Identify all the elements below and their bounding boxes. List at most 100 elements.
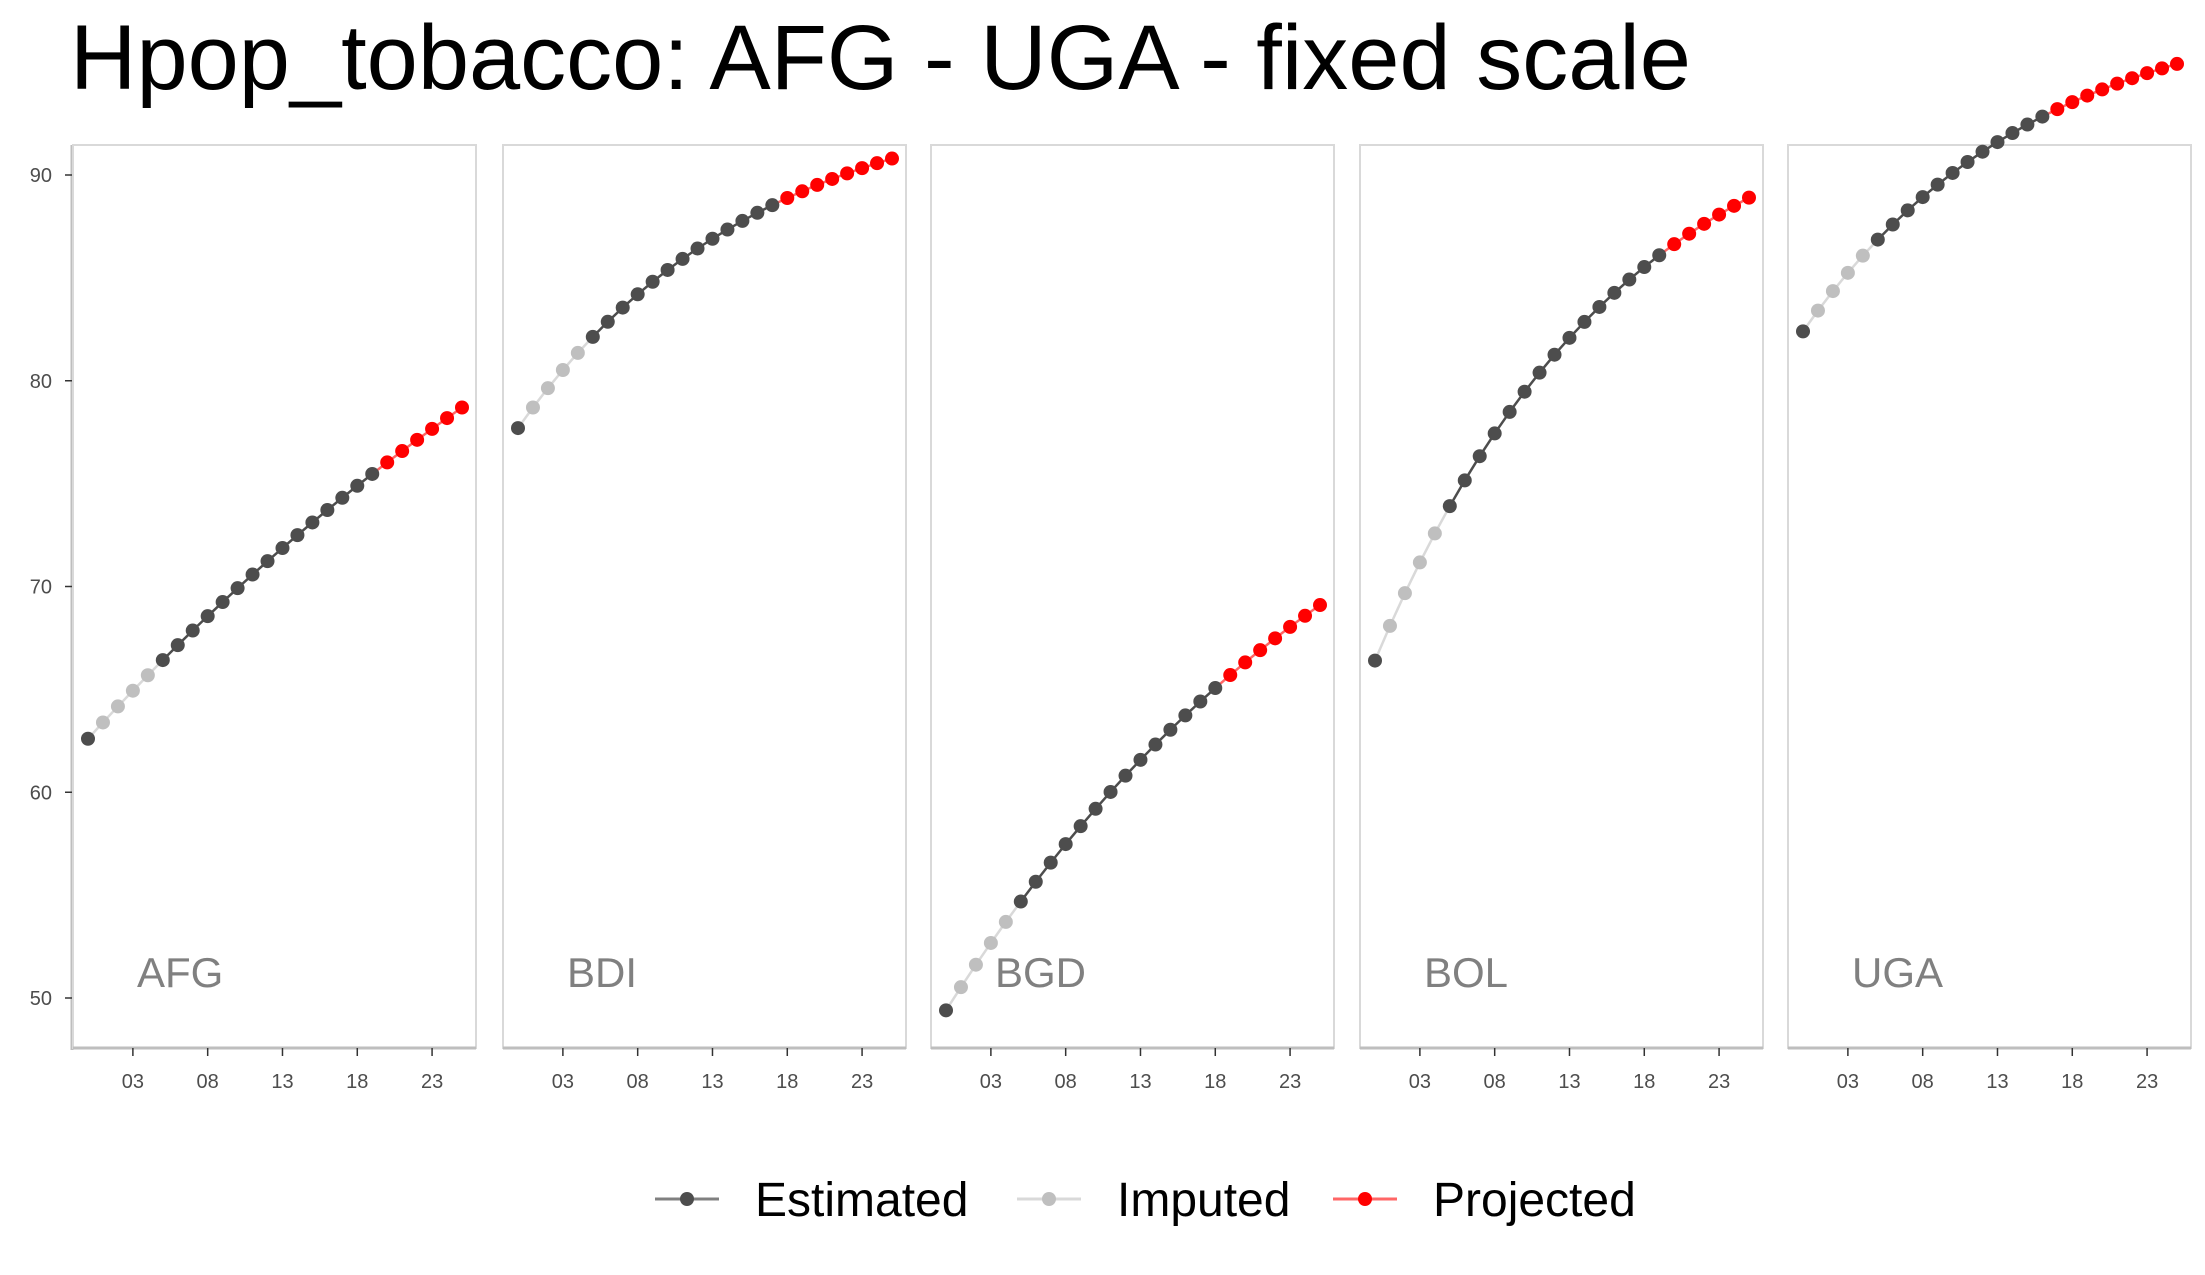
data-point-estimated [1488,426,1502,440]
x-tick-label: 18 [1204,1071,1226,1093]
data-point-estimated [1990,135,2004,149]
data-point-estimated [1029,875,1043,889]
data-point-estimated [1193,695,1207,709]
y-tick-label: 60 [30,782,52,804]
data-point-imputed [1413,555,1427,569]
data-point-imputed [1856,249,1870,263]
data-point-estimated [231,581,245,595]
data-point-estimated [305,515,319,529]
data-point-estimated [601,315,615,329]
data-point-imputed [526,401,540,415]
data-point-projected [1313,598,1327,612]
x-tick-label: 08 [627,1071,649,1093]
data-point-estimated [1044,856,1058,870]
data-point-estimated [171,638,185,652]
data-point-estimated [1961,155,1975,169]
data-point-imputed [1811,304,1825,318]
data-point-projected [825,172,839,186]
data-point-estimated [735,214,749,228]
legend-item-estimated: Estimated [655,1174,968,1227]
data-point-estimated [765,198,779,212]
data-point-estimated [156,653,170,667]
data-point-imputed [1383,619,1397,633]
data-point-imputed [556,363,570,377]
x-tick-label: 18 [776,1071,798,1093]
data-point-estimated [1931,178,1945,192]
data-point-estimated [1059,837,1073,851]
data-point-projected [2170,57,2184,71]
data-point-projected [855,161,869,175]
x-tick-label: 08 [197,1071,219,1093]
y-tick-label: 70 [30,577,52,599]
data-point-estimated [1074,819,1088,833]
data-point-estimated [1886,218,1900,232]
data-point-estimated [661,263,675,277]
x-tick-label: 03 [552,1071,574,1093]
data-point-projected [1682,227,1696,241]
x-tick-label: 18 [1633,1071,1655,1093]
data-point-imputed [571,346,585,360]
x-tick-label: 08 [1912,1071,1934,1093]
data-point-estimated [1577,315,1591,329]
data-point-estimated [1089,802,1103,816]
data-point-estimated [1607,286,1621,300]
x-tick-label: 03 [1409,1071,1431,1093]
data-point-projected [395,444,409,458]
data-point-estimated [290,528,304,542]
panel-border [931,145,1334,1048]
panel-border [73,145,476,1048]
x-tick-label: 23 [1279,1071,1301,1093]
x-tick-label: 13 [271,1071,293,1093]
data-point-imputed [126,684,140,698]
data-point-projected [840,166,854,180]
data-point-estimated [646,275,660,289]
data-point-imputed [111,699,125,713]
data-point-estimated [939,1003,953,1017]
panel-bol: 03 08 13 18 23 BOL [1360,145,1763,1093]
data-point-projected [1712,208,1726,222]
x-tick-label: 13 [701,1071,723,1093]
x-tick-label: 13 [1986,1071,2008,1093]
panel-label: AFG [137,949,223,996]
data-point-estimated [1119,769,1133,783]
data-point-projected [1268,631,1282,645]
data-point-estimated [216,595,230,609]
legend-item-projected: Projected [1333,1174,1636,1227]
data-point-estimated [691,242,705,256]
data-point-estimated [705,232,719,246]
x-tick-label: 18 [2061,1071,2083,1093]
x-tick-label: 08 [1484,1071,1506,1093]
panel-border [1360,145,1763,1048]
legend-key-point [1042,1192,1056,1206]
data-point-estimated [186,624,200,638]
data-point-estimated [631,287,645,301]
data-point-imputed [541,381,555,395]
data-point-estimated [1368,654,1382,668]
x-tick-label: 03 [122,1071,144,1093]
data-point-estimated [1916,190,1930,204]
data-point-projected [2095,82,2109,96]
panel-label: UGA [1852,949,1943,996]
data-point-estimated [2005,126,2019,140]
data-point-projected [410,433,424,447]
data-point-estimated [1901,203,1915,217]
panel-label: BGD [995,949,1086,996]
data-point-estimated [1178,708,1192,722]
data-point-projected [2080,89,2094,103]
y-tick-label: 50 [30,988,52,1010]
data-point-estimated [1871,233,1885,247]
data-point-estimated [1163,723,1177,737]
data-point-estimated [1518,385,1532,399]
x-tick-label: 23 [2136,1071,2158,1093]
data-point-projected [1667,237,1681,251]
data-point-estimated [676,252,690,266]
data-point-projected [2065,95,2079,109]
data-point-imputed [984,936,998,950]
data-point-projected [1238,655,1252,669]
panel-border [503,145,906,1048]
data-point-estimated [320,503,334,517]
data-point-estimated [201,609,215,623]
data-point-projected [2125,71,2139,85]
